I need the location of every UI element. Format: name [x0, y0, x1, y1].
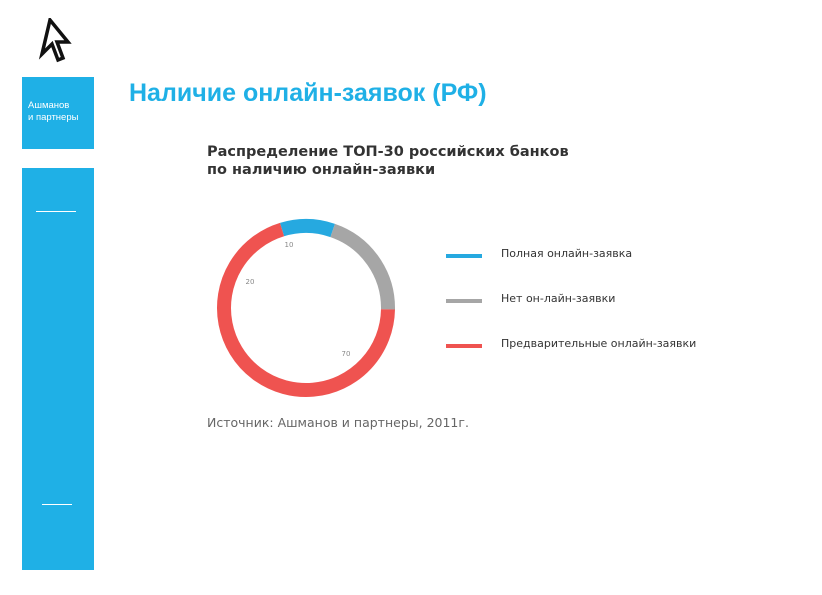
donut-slice-full: [279, 219, 335, 238]
sidebar-divider-top: [36, 211, 76, 212]
donut-data-label-preliminary: 70: [342, 350, 351, 358]
sidebar-divider-bottom: [42, 504, 72, 505]
legend-item-full: Полная онлайн-заявка: [446, 247, 746, 292]
page-title: Наличие онлайн-заявок (РФ): [129, 79, 487, 107]
legend-swatch-full: [446, 254, 482, 258]
legend-label-full: Полная онлайн-заявка: [501, 247, 633, 260]
brand-name: Ашманов и партнеры: [28, 100, 78, 124]
chart-title-line2: по наличию онлайн-заявки: [207, 162, 436, 178]
brand-box: Ашманов и партнеры: [22, 77, 94, 149]
chart-title-line1: Распределение ТОП-30 российских банков: [207, 144, 569, 160]
legend-swatch-none: [446, 299, 482, 303]
donut-data-label-full: 10: [285, 241, 294, 249]
donut-slice-preliminary: [217, 222, 395, 397]
legend-label-preliminary: Предварительные онлайн-заявки: [501, 337, 697, 350]
donut-data-label-none: 20: [246, 278, 255, 286]
legend-label-none: Нет он-лайн-заявки: [501, 292, 616, 305]
chart-legend: Полная онлайн-заявка Нет он-лайн-заявки …: [446, 247, 746, 382]
chart-source: Источник: Ашманов и партнеры, 2011г.: [207, 415, 469, 430]
chart-title: Распределение ТОП-30 российских банков п…: [207, 143, 569, 179]
legend-item-preliminary: Предварительные онлайн-заявки: [446, 337, 746, 382]
company-logo-icon: [38, 18, 72, 63]
sidebar-panel: [22, 168, 94, 570]
brand-name-line1: Ашманов: [28, 100, 70, 111]
legend-swatch-preliminary: [446, 344, 482, 348]
legend-item-none: Нет он-лайн-заявки: [446, 292, 746, 337]
brand-name-line2: и партнеры: [28, 112, 79, 123]
donut-slice-none: [330, 223, 395, 310]
